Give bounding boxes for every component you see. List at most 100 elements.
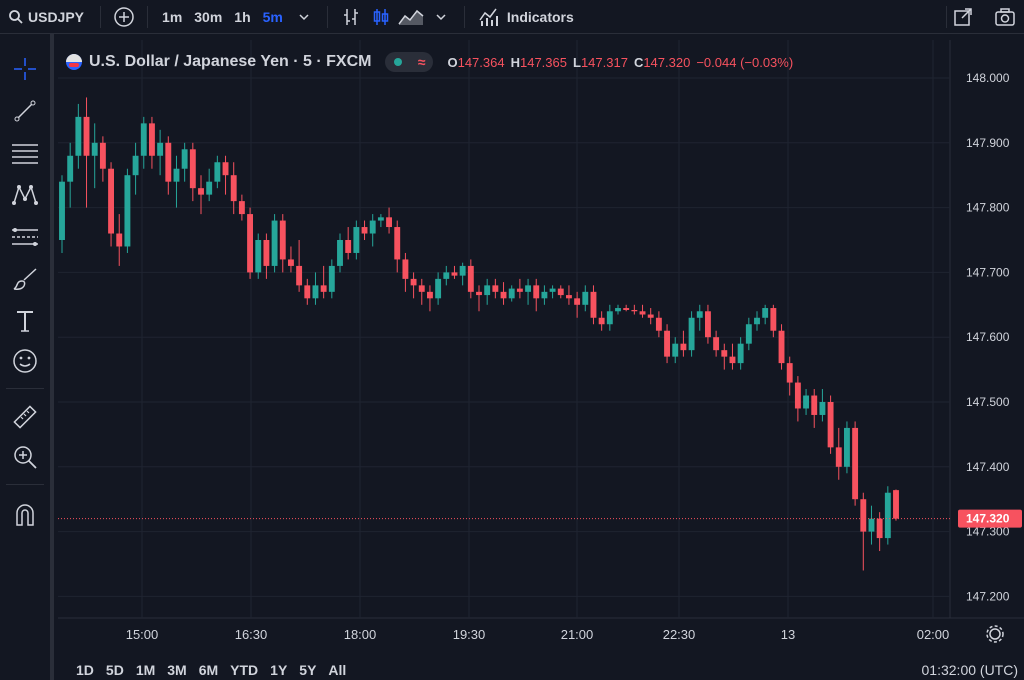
candle-body <box>876 518 883 539</box>
time-tick-label: 19:30 <box>453 627 486 642</box>
timeframe-dropdown[interactable] <box>289 0 319 34</box>
toolbar-divider <box>147 5 149 28</box>
toolbar-divider <box>946 5 947 28</box>
candle <box>361 220 368 240</box>
range-ytd[interactable]: YTD <box>230 662 259 678</box>
timeframe-1m[interactable]: 1m <box>162 8 183 25</box>
candle-body <box>688 317 695 351</box>
fib-retracement-tool[interactable] <box>8 136 42 170</box>
range-all[interactable]: All <box>328 662 347 678</box>
ruler-tool[interactable] <box>8 400 42 434</box>
range-5d[interactable]: 5D <box>105 662 124 678</box>
zoom-in-tool[interactable] <box>8 440 42 474</box>
fullscreen-button[interactable] <box>948 0 978 34</box>
candle-body <box>337 240 343 266</box>
candle <box>206 168 213 202</box>
candle-body <box>418 285 425 292</box>
candle <box>296 240 303 292</box>
candle-body <box>386 217 393 228</box>
candle <box>688 311 695 357</box>
time-axis[interactable]: 15:00 16:30 18:00 19:30 21:00 22:30 13 02:00 <box>126 627 950 642</box>
snapshot-button[interactable] <box>990 0 1020 34</box>
candle <box>631 304 638 315</box>
candle <box>287 246 294 273</box>
candle-body <box>852 427 859 500</box>
candle-body <box>868 518 875 532</box>
price-axis[interactable]: 148.000 147.900 147.800 147.700 147.600 147.5… <box>966 71 1010 603</box>
candle-body <box>67 155 74 182</box>
candle-body <box>500 291 507 299</box>
candle <box>271 214 278 273</box>
pattern-icon <box>12 185 38 205</box>
candle <box>852 421 859 506</box>
chevron-down-icon <box>436 13 446 20</box>
candle-body <box>116 233 123 247</box>
range-1m[interactable]: 1M <box>135 662 156 678</box>
candle-body <box>247 214 254 273</box>
emoji-tool[interactable] <box>8 344 42 378</box>
change-value: −0.044 (−0.03%) <box>696 54 794 70</box>
low-label: L <box>572 54 581 70</box>
price-tick-label: 147.900 <box>966 136 1010 150</box>
indicators-button[interactable]: Indicators <box>473 0 580 34</box>
current-price-text: 147.320 <box>966 512 1010 526</box>
text-tool[interactable] <box>8 304 42 338</box>
brush-tool[interactable] <box>8 262 42 296</box>
magnet-tool[interactable] <box>8 498 42 532</box>
chart-style-dropdown[interactable] <box>426 0 456 34</box>
prediction-tool[interactable] <box>8 220 42 254</box>
candle <box>386 207 393 234</box>
bars-style-button[interactable] <box>336 0 366 34</box>
candle-body <box>492 285 499 292</box>
settings-icon[interactable] <box>986 625 1004 643</box>
market-status-pill[interactable]: ≈ <box>385 52 434 72</box>
horizontal-lines-icon <box>12 144 38 164</box>
candle <box>148 116 155 169</box>
candle <box>639 304 646 318</box>
crosshair-tool[interactable] <box>8 52 42 86</box>
price-chart[interactable]: 148.000 147.900 147.800 147.700 147.600 147.5… <box>58 40 1024 660</box>
pattern-tool[interactable] <box>8 178 42 212</box>
candle-body <box>664 330 671 357</box>
candle-body <box>214 162 221 182</box>
candle-body <box>189 149 196 189</box>
candle <box>99 136 106 182</box>
compare-symbol-button[interactable] <box>109 0 139 34</box>
candle <box>672 337 679 364</box>
candle-body <box>312 285 319 299</box>
timeframe-1h[interactable]: 1h <box>234 8 251 25</box>
candle-body <box>590 291 597 318</box>
range-6m[interactable]: 6M <box>198 662 219 678</box>
candle <box>418 278 425 305</box>
candle <box>598 311 605 331</box>
candle <box>304 278 311 305</box>
candle <box>328 259 335 299</box>
candles-style-button[interactable] <box>366 0 396 34</box>
candle-body <box>181 149 188 169</box>
utc-clock[interactable]: 01:32:00 (UTC) <box>921 662 1018 678</box>
timeframe-30m[interactable]: 30m <box>194 8 223 25</box>
candle-body <box>606 311 613 325</box>
candle-body <box>574 298 581 305</box>
area-style-button[interactable] <box>396 0 426 34</box>
candle <box>525 278 532 305</box>
symbol-search-button[interactable]: USDJPY <box>0 0 92 34</box>
candle <box>696 304 703 331</box>
candle <box>860 492 867 571</box>
range-1d[interactable]: 1D <box>76 662 94 678</box>
currency-flag-icon <box>66 54 82 70</box>
chart-pane[interactable]: 148.000 147.900 147.800 147.700 147.600 147.5… <box>58 40 1024 680</box>
candle <box>247 207 254 279</box>
candle-body <box>860 499 867 532</box>
candle <box>713 330 720 357</box>
candle <box>508 285 515 302</box>
range-5y[interactable]: 5Y <box>299 662 317 678</box>
candle-body <box>91 142 98 156</box>
range-3m[interactable]: 3M <box>167 662 187 678</box>
series-title[interactable]: U.S. Dollar / Japanese Yen · 5 · FXCM <box>89 53 372 70</box>
candle <box>124 168 131 253</box>
range-1y[interactable]: 1Y <box>270 662 288 678</box>
timeframe-5m[interactable]: 5m <box>262 8 283 25</box>
candle <box>811 389 818 428</box>
trend-line-tool[interactable] <box>8 94 42 128</box>
